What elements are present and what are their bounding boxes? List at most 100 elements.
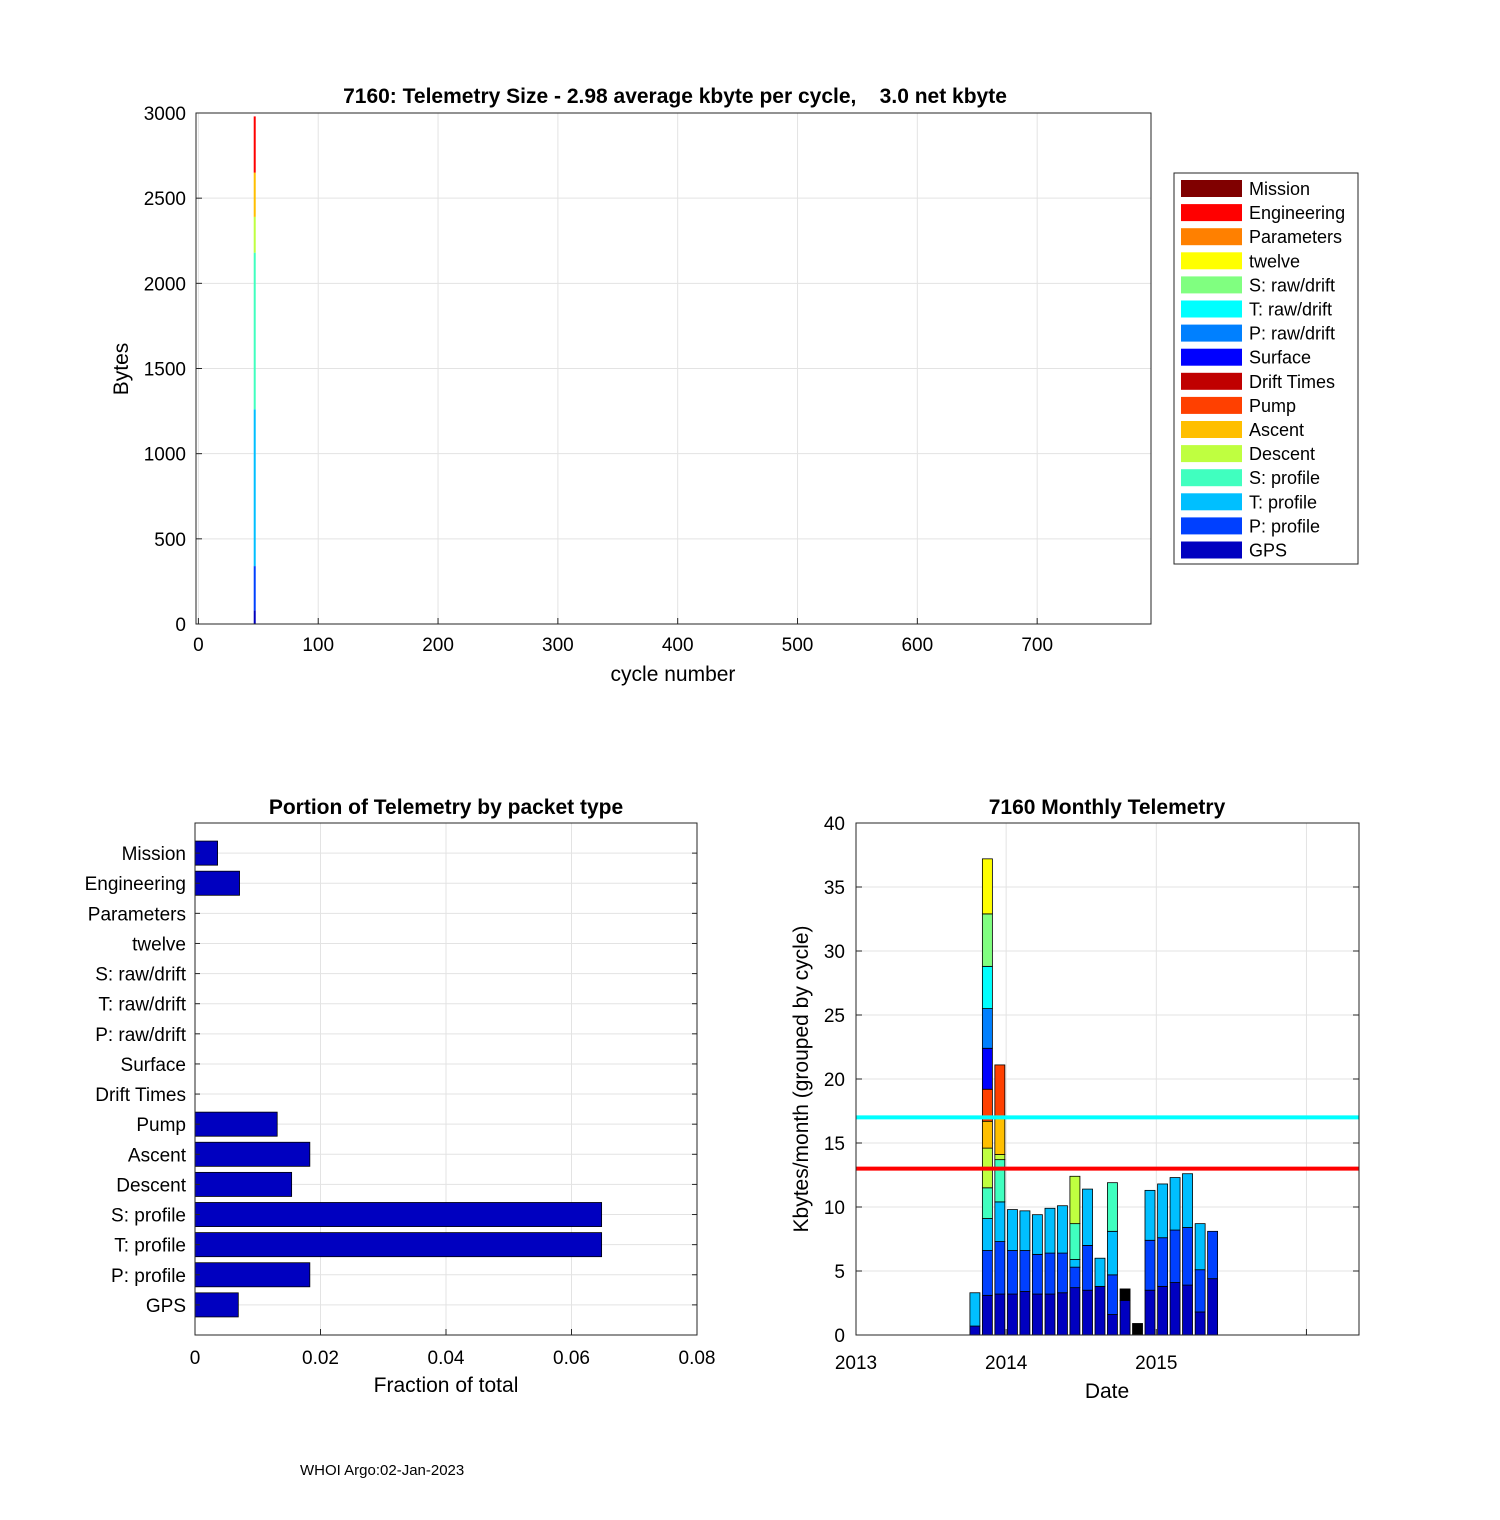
legend-swatch bbox=[1181, 204, 1242, 222]
legend-label: S: raw/drift bbox=[1249, 275, 1335, 295]
fraction-chart-category-label: T: raw/drift bbox=[98, 995, 186, 1016]
monthly-bar-segment bbox=[1182, 1173, 1193, 1228]
top-chart-stack-segment bbox=[253, 610, 256, 624]
monthly-bar-segment bbox=[1182, 1284, 1193, 1336]
legend-label: Mission bbox=[1249, 179, 1310, 199]
top-chart-stack-segment bbox=[253, 216, 256, 253]
top-chart-ytick-label: 1000 bbox=[144, 445, 186, 466]
monthly-bar-segment bbox=[1144, 1289, 1156, 1336]
fraction-chart-category-label: P: raw/drift bbox=[95, 1025, 187, 1046]
fraction-chart-category-label: Parameters bbox=[88, 904, 186, 925]
legend-label: GPS bbox=[1249, 541, 1287, 561]
top-chart-xtick-label: 500 bbox=[782, 635, 814, 656]
legend-swatch bbox=[1181, 180, 1242, 197]
monthly-bar-segment bbox=[1182, 1227, 1193, 1286]
monthly-bar-segment bbox=[1007, 1250, 1018, 1295]
legend-label: Engineering bbox=[1249, 203, 1345, 223]
top-chart-xtick-label: 300 bbox=[542, 635, 574, 656]
top-chart-ytick-label: 0 bbox=[175, 615, 186, 636]
legend-label: P: profile bbox=[1249, 516, 1320, 536]
top-chart-stack-segment bbox=[253, 566, 256, 611]
monthly-bar-segment bbox=[981, 913, 993, 967]
monthly-bar-segment bbox=[1194, 1269, 1206, 1313]
fraction-chart-category-label: Descent bbox=[116, 1175, 186, 1196]
monthly-bar-segment bbox=[1169, 1282, 1181, 1336]
legend-label: Surface bbox=[1249, 348, 1311, 368]
fraction-chart-xlabel: Fraction of total bbox=[374, 1374, 519, 1397]
legend-swatch bbox=[1181, 324, 1242, 342]
fraction-chart-category-label: Ascent bbox=[128, 1145, 187, 1166]
monthly-bar-segment bbox=[1019, 1291, 1031, 1336]
monthly-chart-ytick-label: 15 bbox=[824, 1134, 845, 1155]
fraction-chart-category-label: P: profile bbox=[111, 1266, 186, 1287]
fraction-chart-category-label: Drift Times bbox=[95, 1085, 186, 1106]
fraction-bar bbox=[194, 1232, 603, 1258]
fraction-bar bbox=[194, 1111, 278, 1137]
fraction-chart-xtick-label: 0.02 bbox=[302, 1348, 339, 1369]
fraction-bar bbox=[194, 870, 240, 896]
top-chart-xtick-label: 600 bbox=[901, 635, 933, 656]
monthly-bar-segment bbox=[1194, 1311, 1206, 1336]
top-chart-title: 7160: Telemetry Size - 2.98 average kbyt… bbox=[343, 85, 1007, 108]
monthly-chart-ytick-label: 25 bbox=[824, 1006, 845, 1027]
monthly-bar-segment bbox=[994, 1115, 1006, 1155]
fraction-chart-category-label: Surface bbox=[121, 1055, 186, 1076]
monthly-bar-segment bbox=[1132, 1323, 1143, 1336]
monthly-bar-segment bbox=[981, 1294, 993, 1336]
top-chart-xtick-label: 400 bbox=[662, 635, 694, 656]
monthly-bar-segment bbox=[994, 1154, 1006, 1161]
legend-label: Pump bbox=[1249, 396, 1296, 416]
top-chart-stack-segment bbox=[253, 116, 256, 173]
monthly-bar-segment bbox=[1119, 1300, 1131, 1336]
fraction-bar bbox=[194, 1292, 239, 1318]
legend-label: Descent bbox=[1249, 444, 1315, 464]
legend-swatch bbox=[1181, 228, 1242, 246]
fraction-bar bbox=[194, 1262, 311, 1288]
top-chart-xtick-label: 100 bbox=[302, 635, 334, 656]
monthly-chart-xlabel: Date bbox=[1085, 1380, 1129, 1403]
monthly-chart-ytick-label: 35 bbox=[824, 878, 845, 899]
monthly-chart-xtick-label: 2013 bbox=[835, 1353, 877, 1374]
fraction-chart-category-label: twelve bbox=[132, 934, 186, 955]
monthly-bar-segment bbox=[1082, 1289, 1093, 1336]
monthly-bar-segment bbox=[1107, 1182, 1118, 1232]
fraction-bar bbox=[194, 1202, 603, 1227]
monthly-bar-segment bbox=[981, 1218, 993, 1251]
legend-label: S: profile bbox=[1249, 468, 1320, 488]
monthly-bar-segment bbox=[1094, 1257, 1106, 1287]
monthly-chart-ytick-label: 5 bbox=[834, 1262, 845, 1283]
legend-label: P: raw/drift bbox=[1249, 324, 1335, 344]
monthly-bar-segment bbox=[1031, 1214, 1043, 1255]
legend-swatch bbox=[1181, 276, 1242, 294]
legend-swatch bbox=[1181, 300, 1242, 318]
legend-swatch bbox=[1181, 541, 1242, 559]
fraction-chart-xtick-label: 0.08 bbox=[679, 1348, 716, 1369]
legend-swatch bbox=[1181, 348, 1242, 366]
monthly-bar-segment bbox=[1044, 1252, 1056, 1295]
monthly-chart-title: 7160 Monthly Telemetry bbox=[989, 796, 1226, 819]
monthly-bar-segment bbox=[1169, 1177, 1181, 1231]
fraction-chart-title: Portion of Telemetry by packet type bbox=[269, 796, 623, 819]
fraction-chart-xtick-label: 0 bbox=[190, 1348, 201, 1369]
monthly-bar-segment bbox=[1031, 1293, 1043, 1336]
fraction-chart-xtick-label: 0.06 bbox=[553, 1348, 590, 1369]
legend-swatch bbox=[1181, 396, 1242, 414]
fraction-chart: 0 0.02 0.04 0.06 0.08 Mission Engineering Param… bbox=[85, 796, 716, 1397]
monthly-bar-segment bbox=[1057, 1252, 1068, 1294]
monthly-bar-segment bbox=[1069, 1259, 1081, 1268]
monthly-bar-segment bbox=[981, 1047, 993, 1090]
monthly-chart: 2013 2014 2015 0 5 10 15 20 25 30 35 40 7160 Monthl… bbox=[790, 796, 1360, 1403]
top-chart-legend: Mission Engineering Parameters twelve S: raw… bbox=[1173, 172, 1359, 565]
top-chart-ytick-label: 1500 bbox=[144, 360, 186, 381]
top-chart-xlabel: cycle number bbox=[611, 663, 736, 686]
monthly-bar-segment bbox=[981, 1187, 993, 1219]
legend-swatch bbox=[1181, 469, 1242, 487]
monthly-bar-segment bbox=[1044, 1293, 1056, 1336]
monthly-bar-segment bbox=[1082, 1188, 1093, 1246]
top-chart-ytick-label: 2000 bbox=[144, 274, 186, 295]
monthly-bar-segment bbox=[1157, 1183, 1169, 1239]
monthly-bar-segment bbox=[994, 1293, 1006, 1336]
monthly-bar-segment bbox=[994, 1241, 1006, 1295]
top-chart-ytick-label: 3000 bbox=[144, 104, 186, 125]
monthly-bar-segment bbox=[1057, 1292, 1068, 1336]
